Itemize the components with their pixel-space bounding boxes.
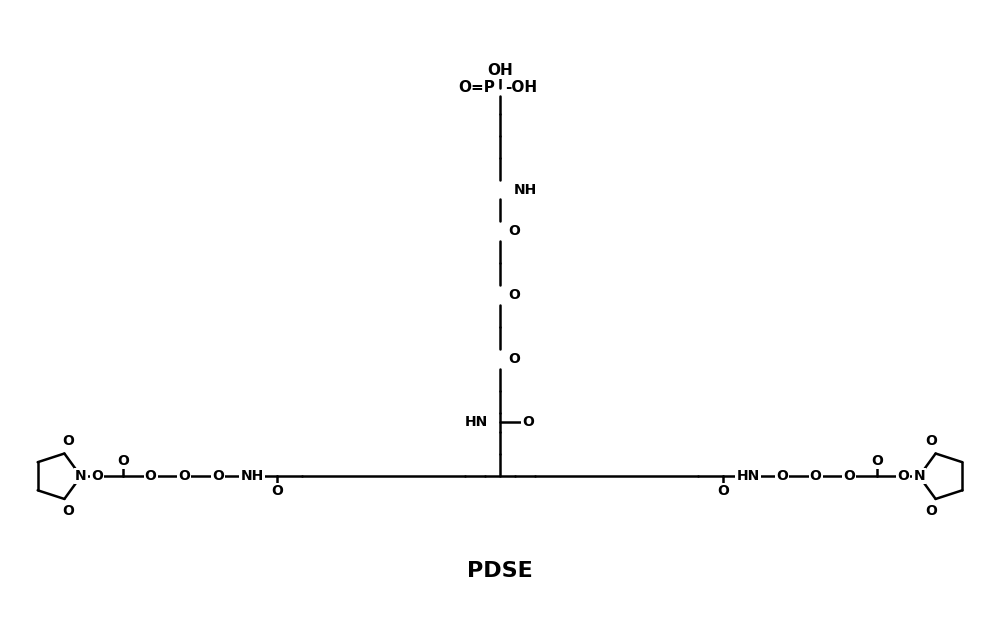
Text: O: O xyxy=(212,470,224,483)
Text: O: O xyxy=(117,454,129,468)
Text: O: O xyxy=(145,470,157,483)
Text: OH: OH xyxy=(487,62,513,78)
Text: O: O xyxy=(91,470,103,483)
Text: N: N xyxy=(913,470,925,483)
Text: O: O xyxy=(508,288,520,302)
Text: O: O xyxy=(776,470,788,483)
Text: O: O xyxy=(271,484,283,498)
Text: O: O xyxy=(522,415,534,429)
Text: O: O xyxy=(508,225,520,238)
Text: -OH: -OH xyxy=(505,80,537,96)
Text: O: O xyxy=(810,470,822,483)
Text: HN: HN xyxy=(465,415,488,429)
Text: N: N xyxy=(75,470,87,483)
Text: NH: NH xyxy=(514,183,537,197)
Text: O: O xyxy=(717,484,729,498)
Text: O: O xyxy=(178,470,190,483)
Text: O: O xyxy=(897,470,909,483)
Text: NH: NH xyxy=(240,470,264,483)
Text: O: O xyxy=(508,352,520,366)
Text: O: O xyxy=(843,470,855,483)
Text: O: O xyxy=(926,504,938,518)
Text: O=P: O=P xyxy=(458,80,495,96)
Text: O: O xyxy=(62,434,74,448)
Text: PDSE: PDSE xyxy=(467,561,533,581)
Text: O: O xyxy=(62,504,74,518)
Text: O: O xyxy=(871,454,883,468)
Text: O: O xyxy=(926,434,938,448)
Text: HN: HN xyxy=(736,470,760,483)
